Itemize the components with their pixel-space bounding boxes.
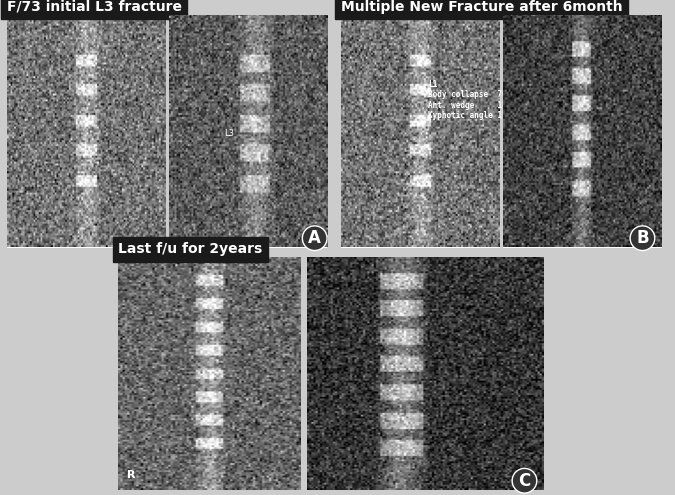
Text: B: B (636, 229, 649, 247)
Text: R: R (127, 470, 136, 481)
Text: Multiple New Fracture after 6month: Multiple New Fracture after 6month (341, 0, 622, 14)
Text: A: A (308, 229, 321, 247)
Text: L1
Body collapse  70°
Ant. wedge     18°
Kyphotic angle 15: L1 Body collapse 70° Ant. wedge 18° Kyph… (428, 80, 512, 120)
Text: Last f/u for 2years: Last f/u for 2years (118, 242, 263, 256)
Text: C: C (518, 472, 531, 490)
Text: L3: L3 (224, 129, 234, 138)
Text: F/73 initial L3 fracture: F/73 initial L3 fracture (7, 0, 182, 14)
